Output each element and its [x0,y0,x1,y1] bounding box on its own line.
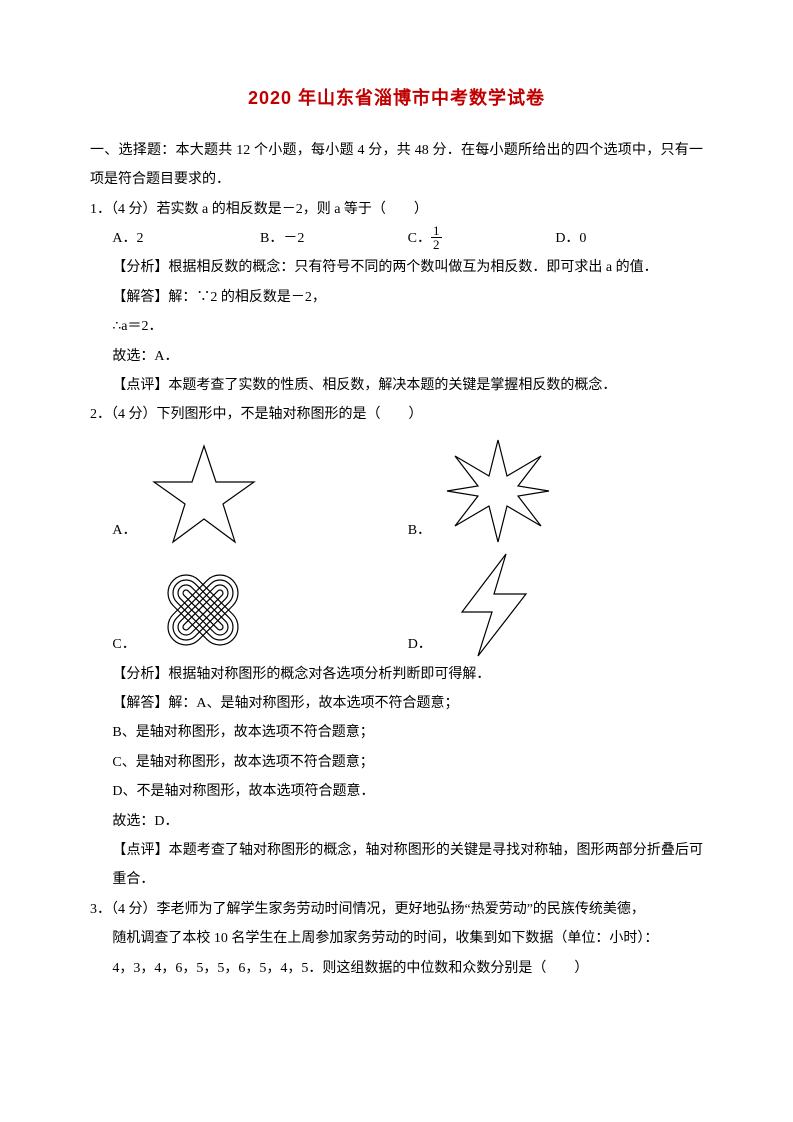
exam-title: 2020 年山东省淄博市中考数学试卷 [90,80,703,118]
interlaced-ovals-icon [148,560,258,660]
q2-shape-row-2: C． D [90,550,703,660]
q1-solution-line1: 【解答】解：∵2 的相反数是－2， [90,283,703,312]
q2-label-a: A． [112,516,136,545]
q2-label-d: D． [408,630,432,659]
lightning-bolt-icon [444,550,544,660]
q3-line1: 3．（4 分）李老师为了解学生家务劳动时间情况，更好地弘扬“热爱劳动”的民族传统… [90,895,703,924]
page: 2020 年山东省淄博市中考数学试卷 一、选择题：本大题共 12 个小题，每小题… [0,0,793,1122]
q1-choices: A．2 B．－2 C．12 D．0 [90,224,703,253]
q2-analysis: 【分析】根据轴对称图形的概念对各选项分析判断即可得解． [90,660,703,689]
q2-option-d: D． [408,550,703,660]
q2-comment: 【点评】本题考查了轴对称图形的概念，轴对称图形的关键是寻找对称轴，图形两部分折叠… [90,836,703,895]
fraction-denominator: 2 [431,238,442,252]
star-4point-icon [443,436,553,546]
q2-option-b: B． [408,436,703,546]
q2-solution-line2: B、是轴对称图形，故本选项不符合题意； [90,718,703,747]
fraction-numerator: 1 [431,224,442,239]
star-5point-icon [149,442,259,546]
q3-line3: 4，3，4，6，5，5，6，5，4，5．则这组数据的中位数和众数分别是（ ） [90,954,703,983]
q1-stem: 1．（4 分）若实数 a 的相反数是－2，则 a 等于（ ） [90,195,703,224]
q2-solution-line3: C、是轴对称图形，故本选项不符合题意； [90,748,703,777]
q2-solution-line5: 故选：D． [90,807,703,836]
q1-solution-line3: 故选：A． [90,342,703,371]
q2-stem: 2．（4 分）下列图形中，不是轴对称图形的是（ ） [90,400,703,429]
section-1-header: 一、选择题：本大题共 12 个小题，每小题 4 分，共 48 分．在每小题所给出… [90,136,703,195]
q2-solution-line4: D、不是轴对称图形，故本选项符合题意． [90,777,703,806]
q2-label-c: C． [112,630,135,659]
q1-analysis: 【分析】根据相反数的概念：只有符号不同的两个数叫做互为相反数．即可求出 a 的值… [90,253,703,282]
q1-solution-line2: ∴a＝2． [90,312,703,341]
q1-choice-c-prefix: C． [408,231,431,246]
q1-choice-a: A．2 [112,224,260,253]
q2-label-b: B． [408,516,431,545]
q2-shape-row-1: A． B． [90,436,703,546]
fraction-one-half: 12 [431,224,442,252]
q1-choice-b: B．－2 [260,224,408,253]
q2-solution-line1: 【解答】解：A、是轴对称图形，故本选项不符合题意； [90,689,703,718]
q1-choice-d: D．0 [555,224,703,253]
q1-comment: 【点评】本题考查了实数的性质、相反数，解决本题的关键是掌握相反数的概念． [90,371,703,400]
q1-choice-c: C．12 [408,224,556,253]
q2-option-c: C． [112,560,407,660]
q2-option-a: A． [112,442,407,546]
q3-line2: 随机调查了本校 10 名学生在上周参加家务劳动的时间，收集到如下数据（单位：小时… [90,924,703,953]
